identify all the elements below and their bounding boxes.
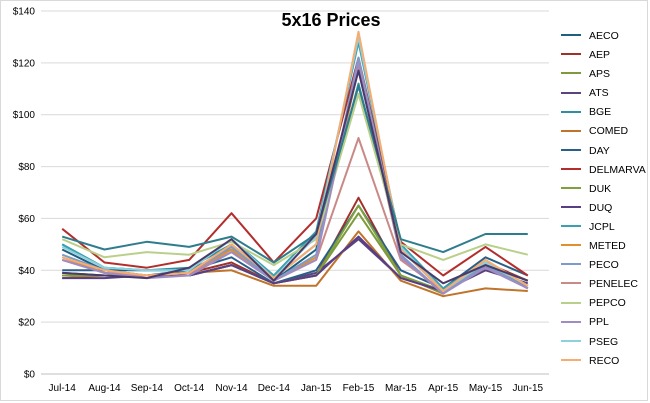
y-tick-label: $80 bbox=[18, 162, 35, 173]
legend-swatch bbox=[561, 186, 581, 189]
legend-label: DELMARVA bbox=[589, 163, 646, 176]
legend-swatch bbox=[561, 53, 581, 56]
series-line-delmarva bbox=[61, 56, 529, 277]
legend-swatch bbox=[561, 301, 581, 304]
x-tick-label: Oct-14 bbox=[174, 383, 204, 394]
series-line-unlabeled-18 bbox=[61, 85, 528, 264]
x-tick-label: Sep-14 bbox=[131, 383, 164, 394]
legend-label: AECO bbox=[589, 30, 619, 42]
legend-swatch bbox=[561, 148, 581, 151]
legend-swatch bbox=[561, 72, 581, 75]
legend-label: PPL bbox=[589, 316, 609, 329]
legend-item-penelec: PENELEC bbox=[561, 275, 643, 294]
legend-swatch bbox=[561, 244, 581, 247]
legend-label: JCPL bbox=[589, 220, 615, 233]
y-tick-label: $0 bbox=[24, 370, 36, 381]
x-tick-label: Jun-15 bbox=[513, 383, 544, 394]
legend-item-reco: RECO bbox=[561, 352, 643, 371]
legend-swatch bbox=[561, 91, 581, 94]
x-tick-label: Jan-15 bbox=[301, 383, 332, 394]
legend-swatch bbox=[561, 206, 581, 209]
legend-item-duk: DUK bbox=[561, 180, 643, 199]
legend-swatch bbox=[561, 110, 581, 113]
series-line-meted bbox=[61, 67, 529, 295]
legend-item-day: DAY bbox=[561, 142, 643, 161]
legend-label: AEP bbox=[589, 49, 611, 62]
x-tick-label: Dec-14 bbox=[258, 383, 291, 394]
legend-swatch bbox=[561, 225, 581, 228]
legend-label: BGE bbox=[589, 106, 612, 119]
y-tick-label: $20 bbox=[18, 318, 35, 329]
legend-item-ats: ATS bbox=[561, 84, 643, 103]
y-tick-label: $40 bbox=[18, 266, 35, 277]
legend-item-aep: AEP bbox=[561, 46, 643, 65]
legend-swatch bbox=[561, 282, 581, 285]
legend-swatch bbox=[561, 34, 581, 37]
legend-item-meted: METED bbox=[561, 237, 643, 256]
legend-item-bge: BGE bbox=[561, 103, 643, 122]
legend-swatch bbox=[561, 263, 581, 266]
legend-item-peco: PECO bbox=[561, 256, 643, 275]
series-line-pepco bbox=[61, 93, 529, 267]
legend-label: METED bbox=[589, 240, 626, 253]
legend-swatch bbox=[561, 320, 581, 323]
legend-item-ppl: PPL bbox=[561, 313, 643, 332]
x-tick-label: Apr-15 bbox=[428, 383, 458, 394]
y-tick-label: $100 bbox=[13, 110, 36, 121]
x-tick-label: May-15 bbox=[469, 383, 503, 394]
chart-title: 5x16 Prices bbox=[281, 10, 381, 30]
legend-item-aps: APS bbox=[561, 65, 643, 84]
legend-item-comed: COMED bbox=[561, 122, 643, 141]
y-tick-label: $120 bbox=[13, 58, 36, 69]
x-tick-label: Nov-14 bbox=[215, 383, 248, 394]
x-tick-label: Mar-15 bbox=[385, 383, 417, 394]
series-line-aeco bbox=[61, 61, 529, 295]
legend-item-duq: DUQ bbox=[561, 199, 643, 218]
legend-label: DAY bbox=[589, 144, 610, 157]
legend-swatch bbox=[561, 339, 581, 342]
legend-swatch bbox=[561, 358, 581, 361]
series-line-unlabeled-19 bbox=[62, 69, 529, 285]
y-tick-label: $140 bbox=[13, 7, 36, 18]
series-line-ppl bbox=[61, 61, 529, 295]
legend-item-aeco: AECO bbox=[561, 27, 643, 46]
x-tick-label: Aug-14 bbox=[88, 383, 121, 394]
x-tick-label: Jul-14 bbox=[49, 383, 77, 394]
x-tick-label: Feb-15 bbox=[343, 383, 375, 394]
legend-label: ATS bbox=[589, 87, 609, 100]
legend-item-pepco: PEPCO bbox=[561, 294, 643, 313]
legend-label: DUQ bbox=[589, 201, 613, 214]
series-line-reco bbox=[61, 30, 529, 292]
legend-label: PEPCO bbox=[589, 297, 626, 310]
y-tick-label: $60 bbox=[18, 214, 35, 225]
legend-label: RECO bbox=[589, 354, 620, 367]
legend-label: APS bbox=[589, 68, 611, 81]
chart-legend: AECO AEP APS ATS BGE COMED DAY DELMARVA DUK DUQ JC… bbox=[561, 27, 646, 371]
legend-swatch bbox=[561, 129, 581, 132]
legend-label: PSEG bbox=[589, 335, 619, 348]
legend-item-pseg: PSEG bbox=[561, 333, 643, 352]
legend-item-delmarva: DELMARVA bbox=[561, 161, 646, 180]
legend-label: COMED bbox=[589, 125, 629, 138]
legend-label: PECO bbox=[589, 259, 619, 272]
legend-label: DUK bbox=[589, 182, 612, 195]
legend-label: PENELEC bbox=[589, 278, 639, 291]
legend-item-jcpl: JCPL bbox=[561, 218, 643, 237]
legend-swatch bbox=[561, 167, 581, 170]
